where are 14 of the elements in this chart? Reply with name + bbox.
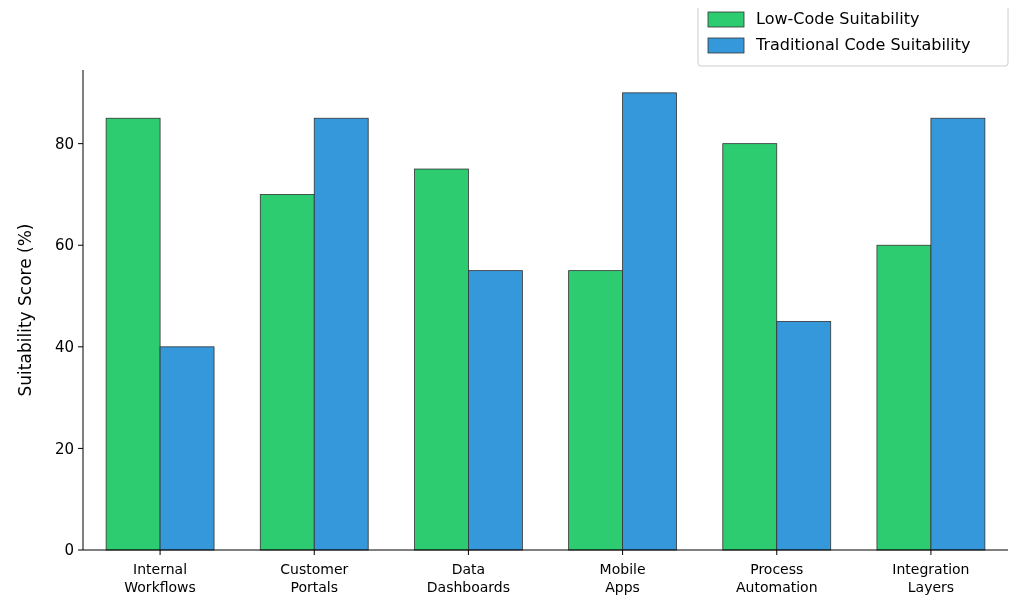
x-tick-label: Data Dashboards (426, 561, 511, 595)
y-tick-label: 20 (54, 439, 74, 458)
x-tick-label: Process Automation (735, 561, 818, 595)
legend-label: Low-Code Suitability (756, 9, 920, 28)
y-tick-label: 80 (54, 134, 74, 153)
legend-label: Traditional Code Suitability (755, 35, 971, 54)
x-tick-label: Internal Workflows (124, 561, 196, 595)
y-tick-label: 40 (54, 338, 74, 357)
x-tick-label: Mobile Apps (599, 561, 646, 595)
y-axis-title: Suitability Score (%) (15, 223, 35, 397)
y-tick-label: 60 (54, 236, 74, 255)
x-tick-label: Customer Portals (280, 561, 349, 595)
y-tick-label: 0 (64, 541, 74, 560)
x-tick-label: Integration Layers (892, 561, 970, 595)
